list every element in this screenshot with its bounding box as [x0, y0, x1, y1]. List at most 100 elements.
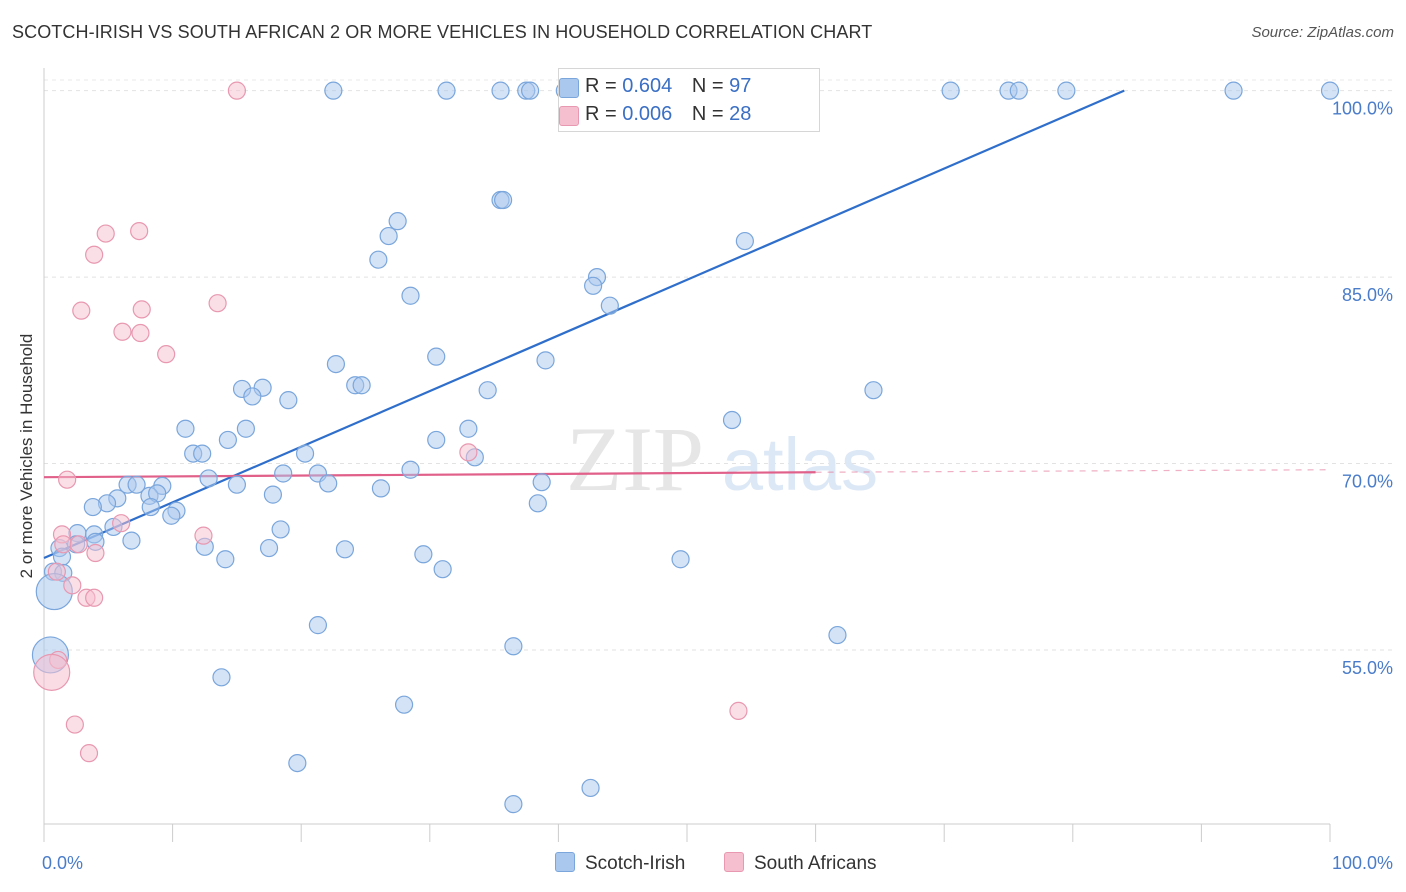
- point-scotch-irish: [504, 795, 523, 814]
- point-scotch-irish: [352, 376, 371, 395]
- point-scotch-irish: [263, 485, 283, 504]
- point-scotch-irish: [433, 560, 452, 579]
- bottom-legend-scotch-irish[interactable]: Scotch-Irish: [555, 852, 685, 875]
- point-scotch-irish: [271, 520, 290, 539]
- point-scotch-irish: [122, 531, 141, 550]
- point-south-africans: [86, 543, 105, 563]
- gridlines: [44, 79, 1395, 651]
- point-scotch-irish: [459, 419, 478, 438]
- point-scotch-irish: [274, 464, 293, 483]
- point-scotch-irish: [227, 475, 246, 494]
- watermark-atlas: atlas: [722, 423, 878, 506]
- y-tick-label: 55.0%: [1342, 658, 1393, 678]
- bottom-legend-label: South Africans: [754, 853, 877, 874]
- pink-swatch-icon: [559, 106, 579, 126]
- point-south-africans: [33, 653, 71, 691]
- point-south-africans: [54, 535, 73, 554]
- point-scotch-irish: [491, 81, 510, 100]
- correlation-legend: R = 0.604 N = 97 R = 0.006 N = 28: [558, 68, 820, 132]
- point-scotch-irish: [1057, 81, 1076, 100]
- point-scotch-irish: [326, 354, 346, 374]
- point-scotch-irish: [388, 212, 407, 231]
- y-tick-label: 70.0%: [1342, 472, 1393, 492]
- point-scotch-irish: [1224, 81, 1243, 100]
- point-south-africans: [194, 526, 213, 545]
- point-scotch-irish: [427, 430, 446, 450]
- point-scotch-irish: [259, 538, 279, 558]
- point-south-africans: [131, 323, 150, 343]
- pink-swatch-icon: [724, 852, 744, 872]
- point-scotch-irish: [528, 494, 547, 513]
- point-south-africans: [79, 744, 99, 763]
- point-south-africans: [65, 715, 84, 734]
- legend-row-scotch-irish: R = 0.604 N = 97: [559, 75, 752, 98]
- point-scotch-irish: [536, 351, 555, 370]
- point-scotch-irish: [600, 296, 619, 315]
- tick-labels: 55.0% 70.0% 85.0% 100.0% 0.0% 100.0%: [42, 99, 1393, 873]
- point-scotch-irish: [141, 497, 160, 517]
- point-south-africans: [96, 224, 115, 243]
- point-scotch-irish: [401, 286, 420, 305]
- point-scotch-irish: [437, 81, 456, 100]
- point-south-africans: [729, 701, 748, 720]
- legend-r-value: 0.006: [622, 103, 673, 125]
- point-scotch-irish: [379, 226, 398, 246]
- point-scotch-irish: [521, 81, 540, 100]
- point-scotch-irish: [83, 497, 102, 517]
- point-south-africans: [132, 300, 151, 319]
- point-scotch-irish: [1320, 81, 1340, 100]
- point-scotch-irish: [394, 695, 414, 714]
- y-tick-label: 85.0%: [1342, 285, 1393, 305]
- point-scotch-irish: [504, 637, 523, 656]
- point-south-africans: [459, 443, 478, 462]
- legend-r-label: R =: [585, 103, 617, 125]
- x-tick-label: 0.0%: [42, 853, 83, 873]
- point-scotch-irish: [236, 419, 256, 438]
- point-scotch-irish: [478, 381, 497, 400]
- point-scotch-irish: [581, 778, 600, 798]
- data-points: [31, 81, 1340, 814]
- point-scotch-irish: [279, 391, 298, 410]
- point-south-africans: [227, 81, 246, 100]
- point-scotch-irish: [532, 473, 551, 492]
- point-scotch-irish: [671, 550, 690, 569]
- x-tick-label: 100.0%: [1332, 853, 1393, 873]
- trend-line-scotch-irish: [43, 89, 1125, 560]
- point-scotch-irish: [295, 444, 315, 463]
- point-scotch-irish: [127, 475, 146, 494]
- legend-n-label: N =: [691, 103, 724, 125]
- point-south-africans: [63, 576, 82, 595]
- point-scotch-irish: [941, 81, 960, 100]
- point-scotch-irish: [216, 550, 235, 569]
- legend-r-label: R =: [585, 75, 617, 97]
- legend-n-value: 28: [729, 103, 752, 125]
- blue-swatch-icon: [559, 78, 579, 98]
- point-scotch-irish: [324, 81, 343, 100]
- point-scotch-irish: [243, 387, 262, 406]
- legend-n-value: 97: [729, 75, 752, 97]
- point-scotch-irish: [371, 479, 391, 498]
- point-south-africans: [130, 222, 149, 241]
- bottom-legend-label: Scotch-Irish: [585, 853, 686, 874]
- y-axis-label: 2 or more Vehicles in Household: [17, 333, 36, 579]
- point-south-africans: [113, 322, 132, 341]
- point-scotch-irish: [288, 753, 307, 773]
- point-scotch-irish: [193, 444, 212, 463]
- point-south-africans: [85, 588, 104, 607]
- trend-line-south-africans: [43, 471, 816, 479]
- point-scotch-irish: [584, 276, 603, 295]
- point-scotch-irish: [414, 545, 433, 564]
- point-scotch-irish: [735, 231, 754, 251]
- chart-title: SCOTCH-IRISH VS SOUTH AFRICAN 2 OR MORE …: [12, 22, 873, 42]
- y-tick-label: 100.0%: [1332, 99, 1393, 119]
- point-south-africans: [69, 535, 88, 554]
- point-scotch-irish: [494, 190, 513, 210]
- point-south-africans: [72, 301, 91, 320]
- source-label: Source: ZipAtlas.com: [1251, 24, 1394, 41]
- watermark-zip: ZIP: [566, 408, 704, 510]
- point-scotch-irish: [427, 347, 446, 366]
- bottom-legend-south-africans[interactable]: South Africans: [724, 852, 877, 875]
- point-south-africans: [157, 345, 176, 364]
- blue-swatch-icon: [555, 852, 575, 872]
